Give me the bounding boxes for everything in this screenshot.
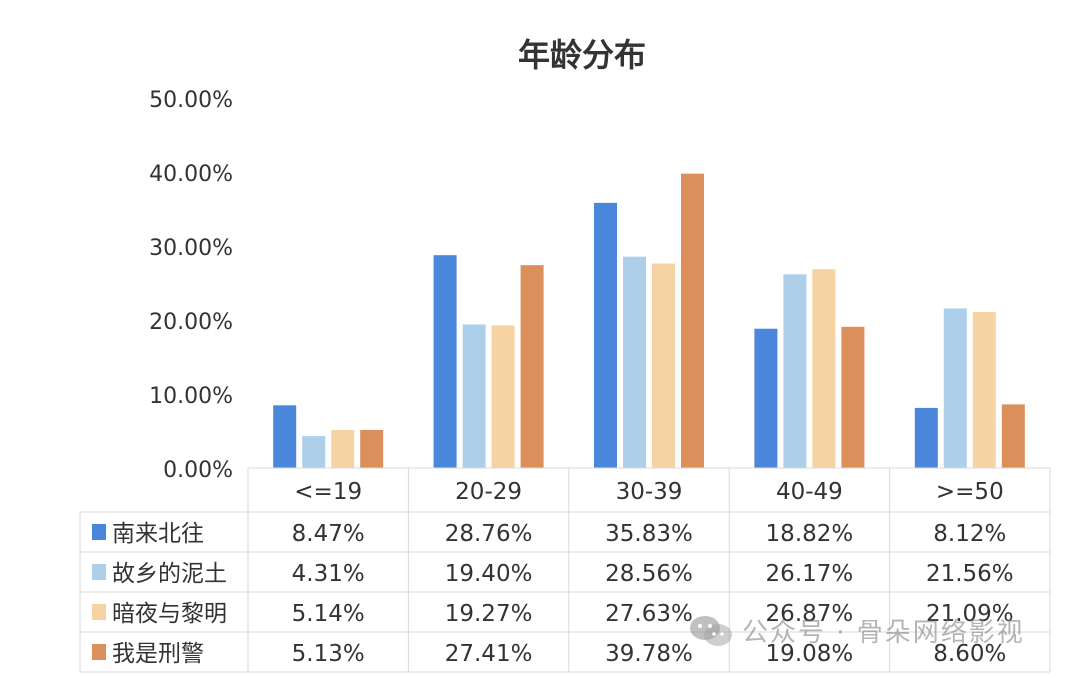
x-category-label: <=19 [294, 479, 362, 505]
bar [681, 173, 704, 469]
table-cell: 8.60% [933, 641, 1006, 667]
legend-label: 南来北往 [112, 521, 204, 547]
bar [841, 326, 865, 468]
table-cell: 27.41% [445, 641, 533, 667]
table-cell: 18.82% [766, 521, 854, 547]
chart-title: 年龄分布 [518, 36, 646, 74]
table-cell: 8.12% [933, 521, 1006, 547]
table-cell: 4.31% [292, 561, 365, 587]
bar [754, 328, 778, 468]
x-category-label: >=50 [936, 479, 1004, 505]
bar [302, 436, 326, 468]
bar [623, 256, 646, 468]
bar [360, 430, 384, 468]
table-cell: 21.09% [926, 601, 1014, 627]
bar [491, 325, 515, 468]
bar [943, 308, 967, 468]
y-tick-label: 30.00% [149, 236, 233, 261]
y-tick-label: 50.00% [149, 88, 233, 113]
bar-group [273, 173, 1025, 469]
table-cell: 5.13% [292, 641, 365, 667]
table-cell: 19.08% [766, 641, 854, 667]
bar [594, 202, 617, 468]
bar [972, 311, 996, 468]
x-category-label: 20-29 [455, 479, 522, 505]
table-cell: 26.87% [766, 601, 854, 627]
legend-label: 暗夜与黎明 [112, 601, 227, 627]
legend-label: 故乡的泥土 [112, 561, 227, 587]
legend-swatch [92, 644, 106, 660]
table-cell: 21.56% [926, 561, 1014, 587]
y-tick-label: 40.00% [149, 162, 233, 187]
bar [433, 255, 457, 468]
bar [331, 429, 355, 468]
table-cell: 39.78% [605, 641, 693, 667]
y-tick-label: 0.00% [163, 458, 233, 483]
table-cell: 19.27% [445, 601, 533, 627]
wechat-icon [690, 615, 732, 646]
x-category-label: 30-39 [616, 479, 683, 505]
legend-swatch [92, 524, 106, 540]
bar [1001, 404, 1025, 468]
y-tick-label: 10.00% [149, 384, 233, 409]
bar [812, 269, 836, 468]
y-tick-label: 20.00% [149, 310, 233, 335]
bar [273, 405, 297, 468]
legend-swatch [92, 564, 106, 580]
table-cell: 8.47% [292, 521, 365, 547]
watermark: 公众号 · 骨朵网络影视 [688, 612, 1025, 649]
legend-swatch [92, 604, 106, 620]
legend-label: 我是刑警 [112, 641, 204, 667]
x-category-label: 40-49 [776, 479, 843, 505]
table-cell: 5.14% [292, 601, 365, 627]
table-cell: 26.17% [766, 561, 854, 587]
bar [783, 274, 807, 468]
bar [652, 263, 675, 468]
table-cell: 28.76% [445, 521, 533, 547]
table-cell: 35.83% [605, 521, 693, 547]
bar [914, 407, 938, 468]
data-table: <=19 20-29 30-39 40-49 >=50 南来北往 8.47% 28.76% 35… [79, 467, 1051, 673]
table-cell: 28.56% [605, 561, 693, 587]
bar [462, 324, 486, 468]
table-cell: 19.40% [445, 561, 533, 587]
watermark-text: 公众号 · 骨朵网络影视 [742, 618, 1025, 648]
table-cell: 27.63% [605, 601, 693, 627]
bar [520, 265, 544, 468]
y-axis: 0.00% 10.00% 20.00% 30.00% 40.00% 50.00% [149, 88, 233, 483]
